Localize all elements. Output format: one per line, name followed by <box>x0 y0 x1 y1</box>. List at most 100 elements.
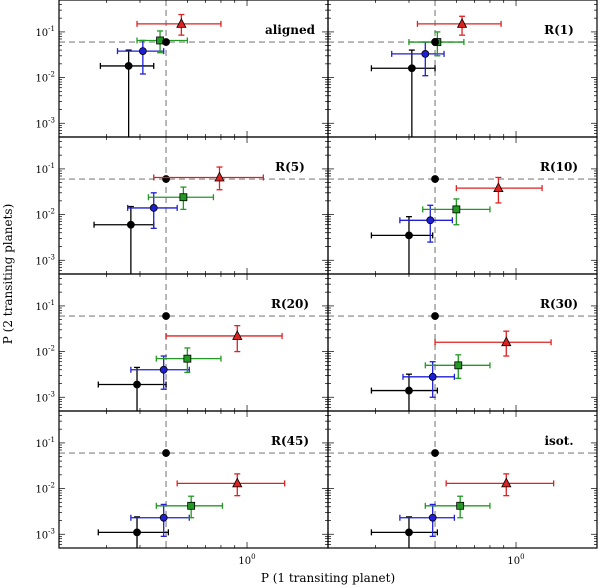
minor-ticks <box>58 273 329 412</box>
data-points <box>370 15 502 137</box>
marker-circle <box>407 64 416 73</box>
y-tick-label: 10-3 <box>35 253 55 267</box>
y-tick-label: 10-3 <box>35 390 55 404</box>
panel-label: R(1) <box>544 23 574 37</box>
data-point-black <box>97 366 167 411</box>
data-points <box>97 312 283 411</box>
panel-6: R(30) <box>327 273 598 412</box>
data-point-blue <box>127 192 178 229</box>
marker-circle <box>138 47 147 56</box>
x-tick-label: 100 <box>507 553 524 567</box>
marker-triangle <box>232 330 243 340</box>
marker-square <box>183 354 192 363</box>
marker-triangle <box>456 18 468 28</box>
x-tick-label: 100 <box>238 553 255 567</box>
panel-4: R(10) <box>327 136 598 275</box>
marker-square <box>452 205 461 214</box>
y-tick-label: 10-2 <box>35 208 55 222</box>
marker-circle <box>405 231 413 240</box>
data-points <box>97 449 286 548</box>
marker-circle <box>133 528 141 537</box>
marker-square <box>454 361 463 370</box>
data-point-black <box>370 373 439 411</box>
data-point-blue <box>130 503 190 537</box>
data-point-black <box>97 516 170 548</box>
data-point-blue <box>391 41 445 77</box>
marker-circle <box>159 365 168 374</box>
panel-label: R(20) <box>271 297 309 311</box>
x-axis-label: P (1 transiting planet) <box>261 571 395 585</box>
marker-circle <box>133 380 141 389</box>
data-point-blue <box>399 503 456 537</box>
marker-circle <box>431 38 439 46</box>
marker-circle <box>405 386 413 395</box>
data-point-red <box>434 330 552 357</box>
minor-ticks <box>327 410 598 549</box>
y-axis-label: P (2 transiting planets) <box>1 204 15 345</box>
y-tick-label: 10-1 <box>35 25 55 39</box>
data-point-red <box>416 15 502 36</box>
panel-frame <box>58 410 329 549</box>
panel-3: R(5) 10-1 10-2 10-3 <box>35 136 329 275</box>
marker-circle <box>428 372 437 381</box>
data-point-red <box>445 473 555 497</box>
data-point-red <box>153 166 265 191</box>
marker-circle <box>126 220 135 229</box>
marker-circle <box>428 513 437 522</box>
y-tick-label: 10-2 <box>35 345 55 359</box>
data-points <box>370 175 543 274</box>
data-point-red <box>176 473 286 497</box>
y-tick-label: 10-3 <box>35 116 55 130</box>
minor-ticks <box>58 136 329 275</box>
data-point-green <box>422 198 491 226</box>
data-point-green <box>147 186 215 211</box>
panel-label: R(30) <box>540 297 578 311</box>
marker-square <box>179 193 188 202</box>
marker-circle <box>431 449 439 457</box>
panel-grid: aligned10-110-210-3R(1)R(5)10-110-210-3R… <box>35 0 598 567</box>
data-point-red <box>136 13 222 36</box>
marker-circle <box>431 175 439 183</box>
marker-circle <box>162 449 170 457</box>
panel-frame <box>58 273 329 412</box>
marker-circle <box>162 38 170 46</box>
data-point-black <box>431 175 439 183</box>
marker-circle <box>149 204 158 212</box>
panel-label: R(10) <box>540 160 578 174</box>
data-point-green <box>424 495 491 519</box>
y-tick-label: 10-2 <box>35 71 55 85</box>
panel-label: aligned <box>265 23 316 37</box>
y-tick-label: 10-1 <box>35 162 55 176</box>
marker-square <box>187 501 196 510</box>
data-points <box>370 312 552 411</box>
panel-5: R(20) 10-1 10-2 10-3 <box>35 273 329 412</box>
marker-circle <box>162 175 170 183</box>
data-point-green <box>424 354 491 379</box>
panel-label: isot. <box>544 434 573 448</box>
minor-ticks <box>327 136 598 275</box>
y-tick-label: 10-1 <box>35 436 55 450</box>
marker-circle <box>426 216 435 225</box>
marker-circle <box>421 50 430 58</box>
panel-frame <box>58 0 329 138</box>
marker-circle <box>162 312 170 320</box>
data-point-black <box>431 449 439 457</box>
data-point-black <box>162 38 170 46</box>
data-points <box>99 13 222 137</box>
data-point-blue <box>130 355 190 390</box>
marker-square <box>456 501 465 510</box>
data-point-blue <box>116 39 165 75</box>
marker-triangle <box>493 182 504 193</box>
data-point-black <box>431 38 439 46</box>
marker-triangle <box>501 477 512 488</box>
panel-8: isot. 100 <box>327 410 598 567</box>
data-point-green <box>155 347 222 374</box>
marker-triangle <box>501 336 512 347</box>
panel-frame <box>327 410 598 549</box>
marker-circle <box>124 62 133 70</box>
data-point-black <box>99 49 155 137</box>
data-point-red <box>165 324 283 353</box>
minor-ticks <box>58 0 329 138</box>
panel-1: aligned 10-1 10-2 10-3 <box>35 0 329 138</box>
